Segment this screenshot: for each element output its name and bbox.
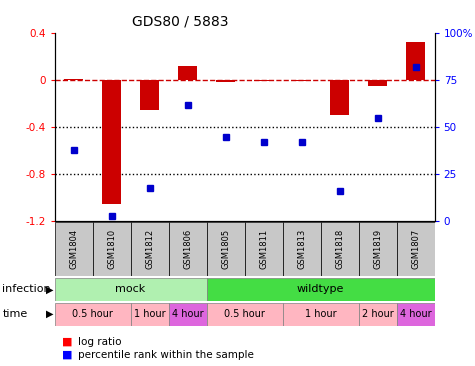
Text: GSM1807: GSM1807	[411, 229, 420, 269]
Text: GSM1804: GSM1804	[69, 229, 78, 269]
Text: GSM1818: GSM1818	[335, 229, 344, 269]
Text: GSM1806: GSM1806	[183, 229, 192, 269]
Text: GSM1812: GSM1812	[145, 229, 154, 269]
Text: GSM1819: GSM1819	[373, 229, 382, 269]
Bar	[207, 303, 283, 326]
Bar	[207, 222, 245, 276]
Text: percentile rank within the sample: percentile rank within the sample	[78, 350, 254, 360]
Text: 0.5 hour: 0.5 hour	[224, 309, 265, 319]
Text: GSM1811: GSM1811	[259, 229, 268, 269]
Bar	[93, 222, 131, 276]
Text: ■: ■	[62, 337, 72, 347]
Bar	[406, 42, 425, 80]
Bar	[178, 66, 197, 80]
Text: GSM1805: GSM1805	[221, 229, 230, 269]
Text: ▶: ▶	[46, 309, 53, 319]
Bar	[207, 278, 435, 301]
Text: mock: mock	[115, 284, 146, 294]
Bar	[131, 222, 169, 276]
Text: 4 hour: 4 hour	[400, 309, 431, 319]
Bar	[55, 278, 207, 301]
Bar	[397, 222, 435, 276]
Bar	[359, 222, 397, 276]
Text: 1 hour: 1 hour	[305, 309, 336, 319]
Bar	[55, 303, 131, 326]
Text: log ratio: log ratio	[78, 337, 122, 347]
Text: ■: ■	[62, 350, 72, 360]
Text: GDS80 / 5883: GDS80 / 5883	[132, 15, 229, 29]
Bar	[283, 303, 359, 326]
Bar	[283, 222, 321, 276]
Text: ▶: ▶	[46, 284, 53, 294]
Text: 4 hour: 4 hour	[172, 309, 203, 319]
Bar	[131, 303, 169, 326]
Bar	[140, 80, 159, 109]
Bar	[254, 80, 273, 81]
Text: GSM1813: GSM1813	[297, 229, 306, 269]
Bar	[169, 303, 207, 326]
Bar	[321, 222, 359, 276]
Bar	[292, 80, 311, 81]
Bar	[397, 303, 435, 326]
Text: GSM1810: GSM1810	[107, 229, 116, 269]
Bar	[359, 303, 397, 326]
Bar	[55, 222, 93, 276]
Text: 2 hour: 2 hour	[362, 309, 393, 319]
Text: time: time	[2, 309, 28, 319]
Text: 1 hour: 1 hour	[134, 309, 165, 319]
Bar	[169, 222, 207, 276]
Bar	[245, 222, 283, 276]
Text: 0.5 hour: 0.5 hour	[72, 309, 113, 319]
Bar	[368, 80, 387, 86]
Text: infection: infection	[2, 284, 51, 294]
Bar	[216, 80, 235, 82]
Bar	[330, 80, 349, 115]
Bar	[64, 79, 83, 80]
Text: wildtype: wildtype	[297, 284, 344, 294]
Bar	[102, 80, 121, 204]
